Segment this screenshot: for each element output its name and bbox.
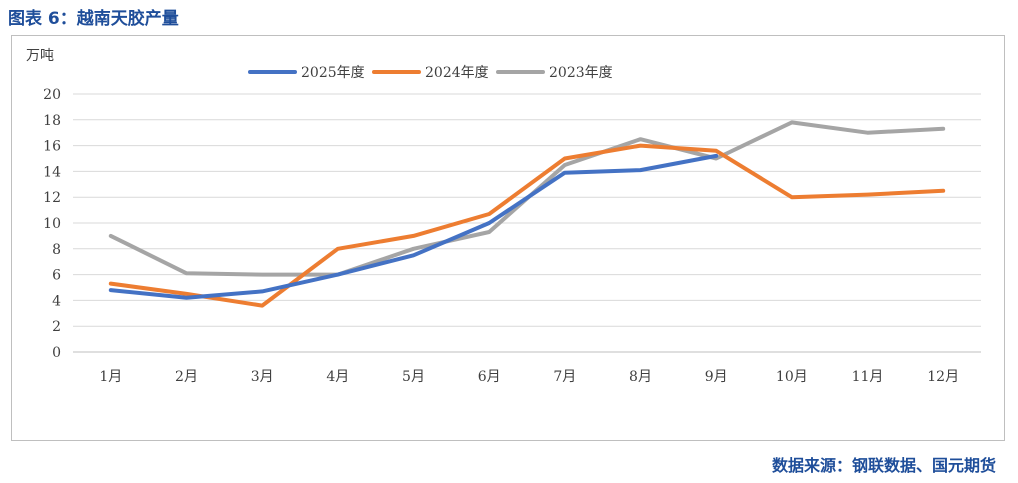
y-unit-label: 万吨 [26, 48, 54, 64]
y-tick-label: 14 [43, 164, 61, 180]
legend: 2025年度 2024年度 2023年度 [248, 65, 613, 81]
series-line-2024年度 [108, 143, 946, 308]
x-tick-label: 6月 [478, 369, 501, 385]
y-tick-label: 18 [43, 113, 61, 129]
legend-label: 2024年度 [425, 65, 489, 81]
x-tick-label: 8月 [629, 369, 652, 385]
y-tick-label: 10 [43, 216, 61, 232]
legend-label: 2023年度 [549, 65, 613, 81]
y-tick-label: 20 [43, 87, 61, 103]
y-tick-label: 4 [52, 293, 61, 309]
x-tick-label: 3月 [251, 369, 274, 385]
legend-label: 2025年度 [301, 65, 365, 81]
y-axis-ticks: 0 2 4 6 8 10 12 14 16 18 20 [43, 87, 61, 361]
x-tick-label: 9月 [705, 369, 728, 385]
chart-frame: 万吨 2025年度 2024年度 2023年度 0 2 4 6 8 10 12 14 16 18 20 … [11, 35, 1005, 441]
x-tick-label: 7月 [553, 369, 576, 385]
x-axis-ticks: 1月 2月 3月 4月 5月 6月 7月 8月 9月 10月 11月 12月 [99, 369, 959, 385]
series-lines [108, 120, 946, 308]
x-tick-label: 11月 [852, 369, 884, 385]
figure-title: 图表 6：越南天胶产量 [8, 9, 179, 29]
x-tick-label: 10月 [776, 369, 808, 385]
x-tick-label: 1月 [99, 369, 122, 385]
source-note: 数据来源：钢联数据、国元期货 [771, 456, 996, 475]
gridlines [73, 93, 981, 353]
y-tick-label: 8 [52, 242, 61, 258]
line-chart: 万吨 2025年度 2024年度 2023年度 02468101214161820 … [26, 48, 981, 385]
x-tick-label: 4月 [326, 369, 349, 385]
y-tick-label: 6 [52, 268, 61, 284]
y-tick-label: 2 [52, 319, 61, 335]
y-tick-label: 0 [52, 345, 61, 361]
y-tick-label: 12 [43, 190, 61, 206]
x-tick-label: 2月 [175, 369, 198, 385]
x-tick-label: 5月 [402, 369, 425, 385]
x-tick-label: 12月 [927, 369, 959, 385]
y-tick-label: 16 [43, 139, 61, 155]
series-line-2025年度 [108, 153, 719, 300]
